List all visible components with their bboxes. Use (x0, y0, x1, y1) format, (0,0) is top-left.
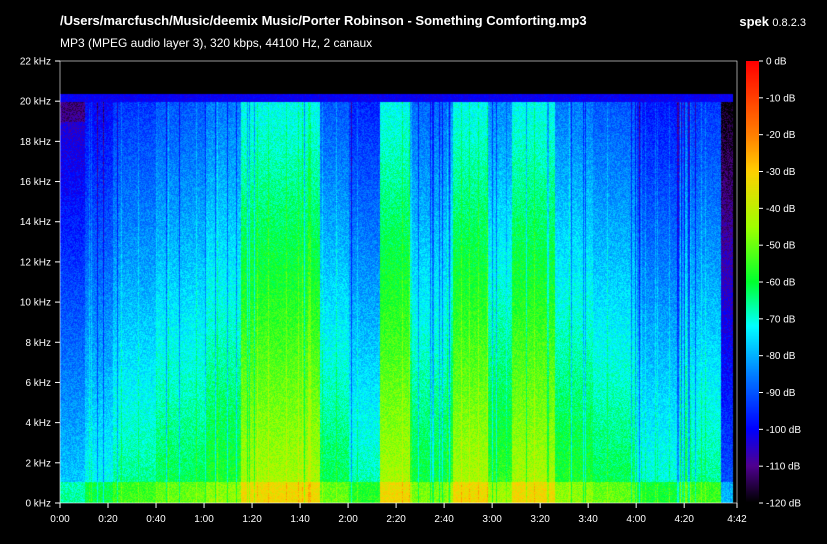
app-name: spek (739, 14, 770, 29)
y-axis-tick-label: 2 kHz (25, 458, 51, 469)
db-scale-tick-label: 0 dB (766, 57, 787, 68)
db-scale-tick-label: -60 dB (766, 278, 796, 289)
db-scale-tick-label: -10 dB (766, 93, 796, 104)
x-axis-tick-label: 2:00 (338, 514, 358, 525)
app-version: 0.8.2.3 (772, 17, 806, 29)
y-axis-tick-label: 20 kHz (20, 97, 51, 108)
x-axis-tick-label: 0:00 (50, 514, 70, 525)
db-scale-tick-label: -50 dB (766, 241, 796, 252)
db-scale-tick-label: -120 dB (766, 499, 801, 510)
db-scale-tick-label: -90 dB (766, 388, 796, 399)
db-color-gradient (746, 61, 759, 503)
x-axis-tick-label: 4:42 (727, 514, 747, 525)
spectrogram-plot: 0 kHz 2 kHz 4 kHz 6 kHz 8 kHz 10 kHz 12 kHz 14 … (20, 57, 747, 526)
x-axis-tick-label: 1:20 (242, 514, 262, 525)
y-axis-tick-label: 12 kHz (20, 257, 51, 268)
db-scale-axis: 0 dB -10 dB -20 dB -30 dB -40 dB -50 dB -60 dB… (759, 57, 801, 510)
y-axis-tick-label: 22 kHz (20, 57, 51, 68)
db-scale-tick-label: -70 dB (766, 314, 796, 325)
x-axis-tick-label: 0:40 (146, 514, 166, 525)
y-axis-tick-label: 14 kHz (20, 217, 51, 228)
y-axis-tick-label: 6 kHz (25, 378, 51, 389)
audio-info-subtitle: MP3 (MPEG audio layer 3), 320 kbps, 4410… (60, 36, 373, 50)
y-axis-tick-label: 0 kHz (25, 499, 51, 510)
x-axis-tick-label: 3:00 (482, 514, 502, 525)
y-axis-tick-label: 10 kHz (20, 298, 51, 309)
x-axis-tick-label: 3:20 (530, 514, 550, 525)
x-axis-tick-label: 4:00 (626, 514, 646, 525)
x-axis-tick-label: 1:40 (290, 514, 310, 525)
y-axis-tick-label: 8 kHz (25, 338, 51, 349)
db-scale-tick-label: -110 dB (766, 462, 801, 473)
x-axis-tick-label: 2:20 (386, 514, 406, 525)
db-scale-tick-label: -80 dB (766, 351, 796, 362)
x-axis-tick-label: 4:20 (674, 514, 694, 525)
db-color-scale (746, 61, 759, 503)
x-axis-tick-label: 2:40 (434, 514, 454, 525)
db-scale-tick-label: -100 dB (766, 425, 801, 436)
y-axis-tick-label: 16 kHz (20, 177, 51, 188)
y-axis-tick-label: 4 kHz (25, 418, 51, 429)
app-branding: spek 0.8.2.3 (739, 14, 806, 29)
spectrogram-axes: 0 kHz 2 kHz 4 kHz 6 kHz 8 kHz 10 kHz 12 kHz 14 … (20, 57, 747, 526)
x-axis-tick-label: 0:20 (98, 514, 118, 525)
db-scale-tick-label: -30 dB (766, 167, 796, 178)
x-axis-tick-label: 1:00 (194, 514, 214, 525)
db-scale-tick-label: -20 dB (766, 130, 796, 141)
db-scale-tick-label: -40 dB (766, 204, 796, 215)
spectrogram-heatmap (60, 61, 737, 503)
plot-frame (59, 60, 738, 504)
y-axis-tick-label: 18 kHz (20, 137, 51, 148)
file-path-title: /Users/marcfusch/Music/deemix Music/Port… (60, 13, 587, 28)
x-axis-tick-label: 3:40 (578, 514, 598, 525)
